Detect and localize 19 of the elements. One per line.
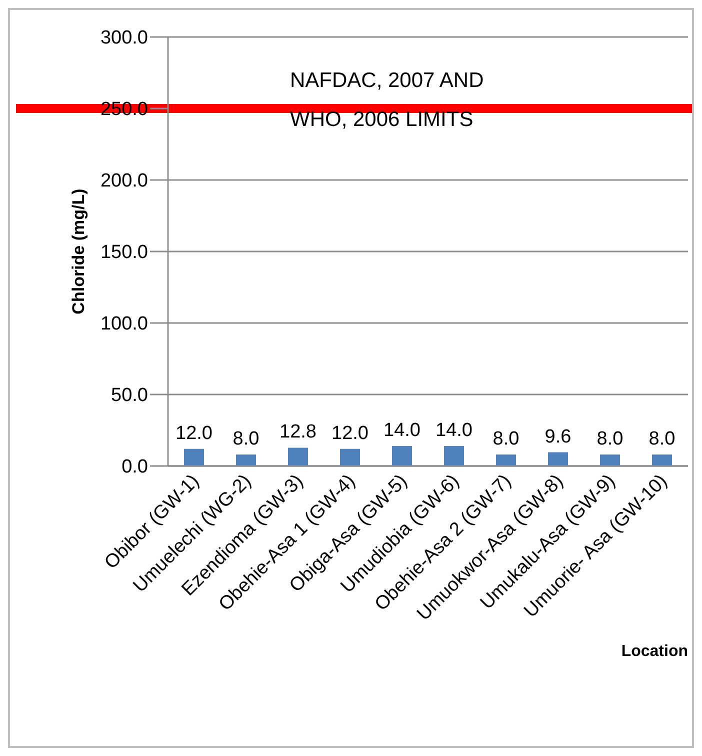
y-tick-label: 100.0 xyxy=(100,314,148,335)
data-label: 12.0 xyxy=(332,422,368,444)
data-label: 9.6 xyxy=(544,426,572,448)
data-label: 12.8 xyxy=(280,422,316,443)
ref-line-label: NAFDAC, 2007 AND WHO, 2006 LIMITS xyxy=(290,68,485,132)
y-tick-label: 150.0 xyxy=(100,242,148,264)
y-tick-label: 300.0 xyxy=(100,28,148,49)
y-axis-title: Chloride (mg/L) xyxy=(69,188,88,314)
data-label: 8.0 xyxy=(492,428,520,450)
data-label: 8.0 xyxy=(648,428,676,450)
y-tick-label: 50.0 xyxy=(111,385,148,406)
data-label: 14.0 xyxy=(384,420,420,441)
y-tick-label: 0.0 xyxy=(122,456,148,478)
data-label: 8.0 xyxy=(232,428,260,450)
y-tick-label: 200.0 xyxy=(100,170,148,192)
data-label: 8.0 xyxy=(596,428,624,450)
x-axis-title: Location xyxy=(621,643,688,660)
data-label: 14.0 xyxy=(436,420,472,441)
data-label: 12.0 xyxy=(176,422,212,444)
